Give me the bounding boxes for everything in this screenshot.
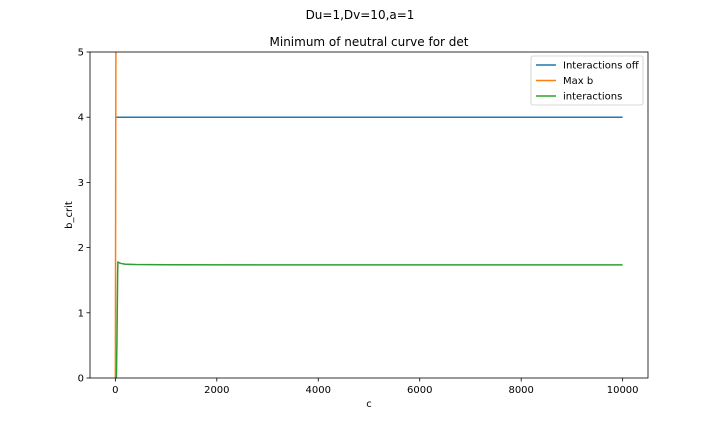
legend-label: interactions <box>563 92 622 103</box>
x-axis-label: c <box>366 399 372 410</box>
y-tick-label: 3 <box>78 178 84 189</box>
y-axis-label: b_crit <box>64 201 75 229</box>
y-tick-label: 0 <box>78 374 84 385</box>
series-line-interactions <box>115 261 623 378</box>
legend-box <box>530 55 644 106</box>
series-line-max-b <box>114 52 117 378</box>
x-tick-label: 4000 <box>306 385 331 396</box>
series-layer <box>114 52 623 378</box>
legend-label: Interactions off <box>563 61 640 72</box>
figure-suptitle: Du=1,Dv=10,a=1 <box>306 8 415 22</box>
y-tick-label: 2 <box>78 243 84 254</box>
y-axis-ticks: 0 1 2 3 4 5 <box>78 48 90 385</box>
x-tick-label: 0 <box>112 385 118 396</box>
x-tick-label: 2000 <box>204 385 229 396</box>
x-tick-label: 6000 <box>407 385 432 396</box>
x-tick-label: 8000 <box>508 385 533 396</box>
legend: Interactions off Max b interactions <box>530 55 644 106</box>
y-tick-label: 4 <box>78 113 84 124</box>
legend-label: Max b <box>563 76 593 87</box>
axes-frame <box>89 51 649 379</box>
plot-title: Minimum of neutral curve for det <box>270 35 469 49</box>
x-tick-label: 10000 <box>607 385 639 396</box>
x-axis-ticks: 0 2000 4000 6000 8000 10000 <box>112 378 639 396</box>
y-tick-label: 5 <box>78 48 84 59</box>
y-tick-label: 1 <box>78 308 84 319</box>
plot-area <box>90 52 648 378</box>
